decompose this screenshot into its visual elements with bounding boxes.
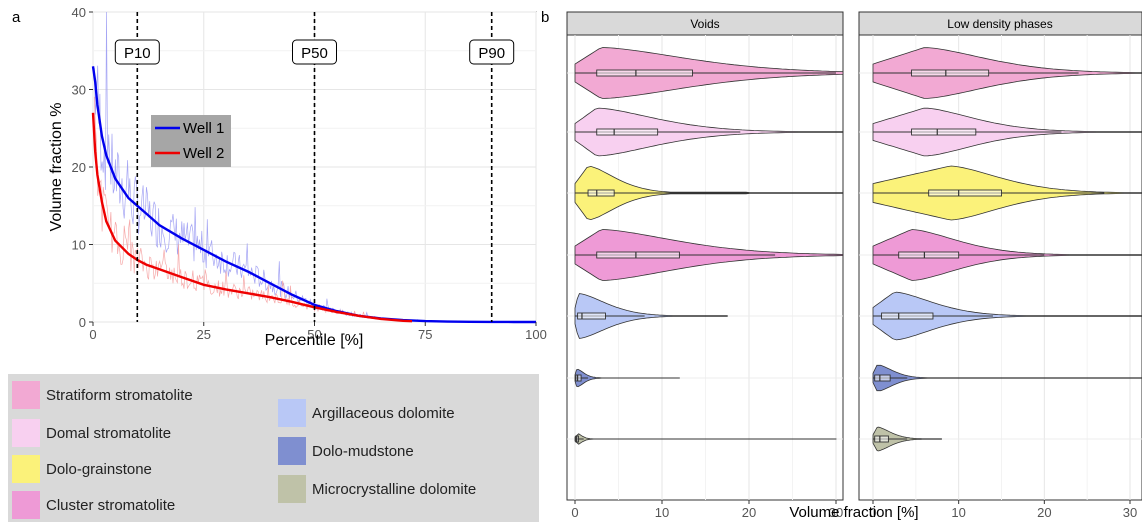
violin-box <box>928 189 1002 197</box>
legend-item-cluster: Cluster stromatolite <box>12 490 175 520</box>
reference-label-box <box>114 39 160 65</box>
facet-violins-voids <box>574 47 844 445</box>
x-tick-label: 50 <box>307 327 321 342</box>
facet-ticks-low-density: 0 10 20 30 <box>869 500 1137 520</box>
violin-x-tick-label: 30 <box>1123 505 1137 520</box>
violin-x-tick-label: 0 <box>571 505 578 520</box>
well-1-legend-label: Well 1 <box>183 120 224 137</box>
violin-box <box>596 128 659 136</box>
violin-chart-panel: Voids 0 10 20 30 Low density phases 0 10 20 30… <box>566 11 1142 521</box>
legend-swatch-domal <box>12 419 40 447</box>
series-line-well-1 <box>91 66 536 324</box>
violin-box <box>898 251 960 259</box>
legend-label-argillaceous: Argillaceous dolomite <box>312 404 455 422</box>
legend-item-dolo-grainstone: Dolo-grainstone <box>12 454 152 484</box>
violin-box <box>587 189 615 197</box>
panel-label-a: a <box>12 9 21 26</box>
violin-box <box>596 251 680 259</box>
well-legend-box <box>151 115 231 167</box>
legend-swatch-cluster <box>12 491 40 519</box>
reference-label-p50: P50 <box>301 45 328 62</box>
x-tick-label: 75 <box>418 327 432 342</box>
y-tick-label: 10 <box>72 238 86 253</box>
legend-label-dolo-mudstone: Dolo-mudstone <box>312 442 414 460</box>
y-tick-label: 30 <box>72 83 86 98</box>
violin-6 <box>574 433 837 445</box>
violin-box <box>911 69 990 77</box>
violin-x-tick-label: 10 <box>951 505 965 520</box>
violin-box <box>577 312 606 320</box>
violin-x-tick-label: 20 <box>1037 505 1051 520</box>
violin-x-axis-label: Volume fraction [%] <box>789 504 918 521</box>
violin-box <box>596 69 693 77</box>
legend-swatch-argillaceous <box>278 399 306 427</box>
violin-x-tick-label: 30 <box>829 505 843 520</box>
y-tick-label: 20 <box>72 160 86 175</box>
y-tick-label: 0 <box>79 315 86 330</box>
violin-4 <box>574 293 728 339</box>
legend-label-domal: Domal stromatolite <box>46 424 172 442</box>
legend-item-domal: Domal stromatolite <box>12 418 171 448</box>
reference-label-box <box>292 39 337 65</box>
legend-swatch-microcrystalline <box>278 475 306 503</box>
series-line-well-2 <box>91 112 413 323</box>
y-tick-label: 40 <box>72 5 86 20</box>
x-axis-label: Percentile [%] <box>265 332 364 349</box>
violin-x-tick-label: 0 <box>869 505 876 520</box>
violin-5 <box>574 368 680 388</box>
well-legend: Well 1 Well 2 <box>151 115 231 167</box>
legend-item-microcrystalline: Microcrystalline dolomite <box>278 474 476 504</box>
violin-5 <box>872 364 1142 392</box>
violin-x-tick-label: 10 <box>655 505 669 520</box>
x-tick-label: 25 <box>197 327 211 342</box>
line-chart-ticks: 0 25 50 75 100 0 10 20 30 40 <box>72 5 547 342</box>
facet-voids: Voids 0 10 20 30 <box>566 11 844 520</box>
lithology-legend: Stratiform stromatolite Domal stromatoli… <box>8 374 539 522</box>
violin-4 <box>872 291 1142 341</box>
legend-label-microcrystalline: Microcrystalline dolomite <box>312 480 477 498</box>
facet-violins-low-density <box>872 47 1142 452</box>
violin-box <box>911 128 977 136</box>
legend-label-stratiform: Stratiform stromatolite <box>46 386 193 404</box>
violin-box <box>575 374 582 382</box>
panel-label-b: b <box>541 9 549 26</box>
legend-swatch-dolo-mudstone <box>278 437 306 465</box>
violin-box <box>881 312 934 320</box>
violin-box <box>874 374 891 382</box>
legend-label-dolo-grainstone: Dolo-grainstone <box>46 460 152 478</box>
facet-ticks-voids: 0 10 20 30 <box>571 500 843 520</box>
legend-swatch-dolo-grainstone <box>12 455 40 483</box>
line-chart-series <box>91 66 536 324</box>
reference-label-p10: P10 <box>124 45 151 62</box>
legend-label-cluster: Cluster stromatolite <box>46 496 176 514</box>
x-tick-label: 0 <box>89 327 96 342</box>
x-tick-label: 100 <box>525 327 547 342</box>
facet-title-low-density: Low density phases <box>947 17 1052 31</box>
legend-item-dolo-mudstone: Dolo-mudstone <box>278 436 414 466</box>
reference-label-box <box>469 39 515 65</box>
percentile-reference-lines: P10 P50 P90 <box>114 12 515 322</box>
facet-low-density-phases: Low density phases 0 10 20 30 <box>858 11 1142 520</box>
legend-item-stratiform: Stratiform stromatolite <box>12 380 193 410</box>
line-chart-panel: P10 P50 P90 0 25 50 75 100 0 10 20 30 40 Well 1 Wel… <box>48 5 547 349</box>
well-2-legend-label: Well 2 <box>183 145 224 162</box>
y-axis-label: Volume fraction % <box>48 103 65 232</box>
reference-label-p90: P90 <box>478 45 505 62</box>
violin-x-tick-label: 20 <box>742 505 756 520</box>
legend-item-argillaceous: Argillaceous dolomite <box>278 398 455 428</box>
facet-title-voids: Voids <box>690 17 719 31</box>
legend-swatch-stratiform <box>12 381 40 409</box>
violin-box <box>874 435 889 443</box>
